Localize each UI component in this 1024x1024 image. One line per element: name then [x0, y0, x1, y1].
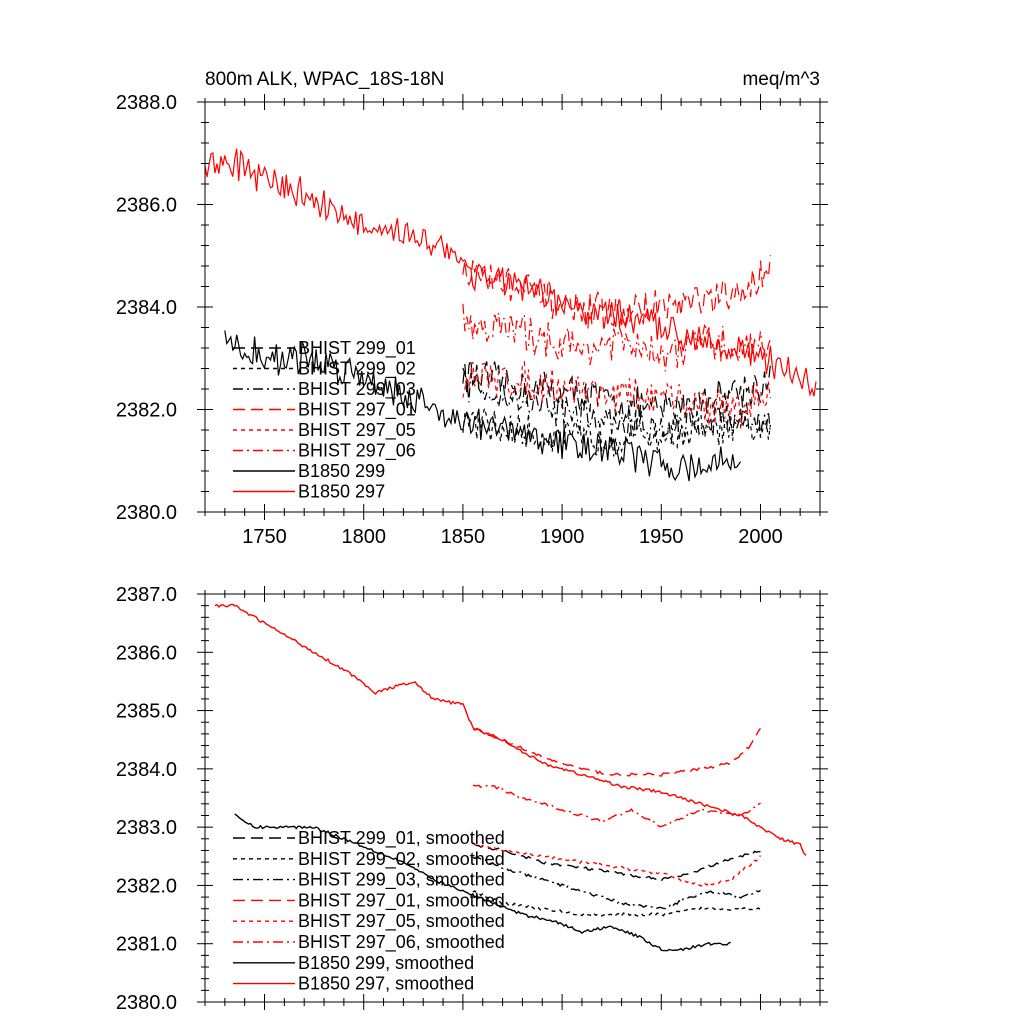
x-tick-label: 1900 — [540, 526, 585, 548]
legend-label: BHIST 299_02 — [298, 359, 416, 380]
series-line-1 — [472, 842, 761, 882]
plot-area — [214, 603, 807, 952]
chart-title: 800m ALK, WPAC_18S-18N — [205, 69, 444, 90]
legend-label: B1850 297 — [298, 482, 385, 502]
legend-label: BHIST 297_05, smoothed — [298, 911, 505, 932]
legend-label: BHIST 297_01, smoothed — [298, 890, 505, 911]
series-line-8 — [214, 603, 807, 856]
series-line-6 — [462, 303, 771, 372]
series-line-3 — [462, 367, 771, 444]
top-panel: 1750 1800 1850 1900 1950 2000 2380.0 2382.0 2384… — [116, 69, 828, 548]
x-tick-label: 1750 — [242, 526, 287, 548]
x-tick-label: 1850 — [441, 526, 486, 548]
series-line-1 — [462, 359, 771, 423]
legend-label: BHIST 299_03 — [298, 379, 416, 400]
legend-label: BHIST 299_01 — [298, 338, 416, 359]
y-tick-label: 2386.0 — [116, 642, 177, 664]
y-tick-label: 2383.0 — [116, 817, 177, 839]
legend-label: B1850 299, smoothed — [298, 953, 474, 973]
bottom-panel: 2380.0 2381.0 2382.0 2383.0 2384.0 2385.0 2386… — [116, 584, 828, 1014]
y-tick-label: 2388.0 — [116, 92, 177, 114]
legend-label: BHIST 297_05 — [298, 420, 416, 441]
series-line-7 — [234, 813, 731, 952]
series-line-2 — [472, 890, 761, 917]
y-tick-label: 2384.0 — [116, 297, 177, 319]
y-tick-label: 2382.0 — [116, 400, 177, 422]
y-tick-label: 2382.0 — [116, 875, 177, 897]
series-line-7 — [224, 330, 742, 482]
y-tick-label: 2381.0 — [116, 934, 177, 956]
x-tick-label: 2000 — [738, 526, 783, 548]
series-line-4 — [462, 255, 771, 332]
y-tick-label: 2384.0 — [116, 759, 177, 781]
legend-label: BHIST 299_01, smoothed — [298, 828, 505, 849]
y-tick-label: 2386.0 — [116, 195, 177, 217]
units-label: meq/m^3 — [742, 69, 820, 90]
legend-label: B1850 299 — [298, 461, 385, 481]
series-line-4 — [472, 727, 762, 777]
legend-label: BHIST 297_01 — [298, 400, 416, 421]
plot-frame — [204, 593, 821, 1003]
y-tick-label: 2380.0 — [116, 992, 177, 1014]
series-line-5 — [472, 843, 762, 888]
x-tick-label: 1800 — [341, 526, 386, 548]
plot-area — [205, 148, 817, 482]
y-tick-label: 2385.0 — [116, 701, 177, 723]
legend-label: BHIST 299_03, smoothed — [298, 870, 505, 891]
series-line-3 — [472, 855, 761, 910]
x-tick-label: 1950 — [639, 526, 684, 548]
y-tick-label: 2387.0 — [116, 584, 177, 606]
legend-label: BHIST 299_02, smoothed — [298, 849, 505, 870]
series-line-8 — [205, 148, 817, 398]
legend-label: BHIST 297_06, smoothed — [298, 932, 505, 953]
legend-label: BHIST 297_06 — [298, 441, 416, 462]
series-line-6 — [472, 784, 761, 828]
legend-label: B1850 297, smoothed — [298, 974, 474, 994]
y-tick-label: 2380.0 — [116, 502, 177, 524]
series-line-5 — [462, 360, 771, 429]
